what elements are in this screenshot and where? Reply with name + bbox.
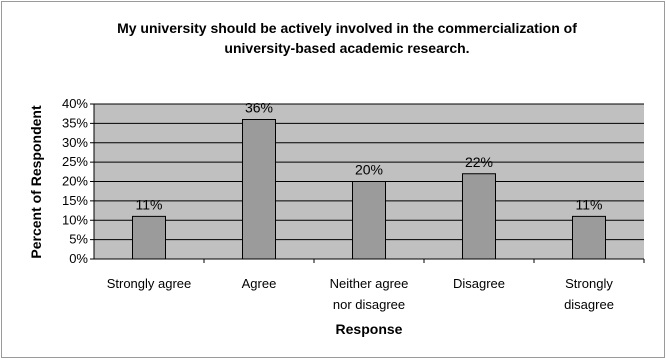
data-label: 36% [245, 100, 273, 116]
y-tick-label: 15% [62, 193, 88, 208]
data-label: 11% [576, 196, 603, 212]
x-category-label: Agree [242, 276, 277, 291]
bars [132, 119, 606, 260]
x-category-label: Disagree [453, 276, 505, 291]
y-tick-label: 10% [62, 212, 88, 227]
chart-title-line-2: university-based academic research. [224, 40, 469, 56]
bar [132, 215, 166, 260]
data-label: 11% [136, 196, 163, 212]
bar [352, 181, 386, 260]
y-tick-label: 0% [69, 251, 88, 266]
x-category-label: Neither agree [330, 276, 409, 291]
bar [242, 119, 276, 260]
data-label: 20% [355, 162, 383, 178]
x-category-label: Strongly agree [107, 276, 192, 291]
y-tick-label: 35% [62, 115, 88, 130]
y-tick-label: 40% [62, 96, 88, 111]
y-tick-label: 5% [69, 232, 88, 247]
bar [462, 173, 496, 260]
y-tick-label: 25% [62, 154, 88, 169]
x-category-label: Strongly [565, 276, 613, 291]
data-labels: 11% 36% 20% 22% 11% [136, 100, 603, 213]
bar [572, 215, 606, 260]
x-axis-title: Response [336, 321, 403, 337]
y-tick-label: 30% [62, 135, 88, 150]
x-category-label: disagree [564, 297, 614, 312]
chart-title-line-1: My university should be actively involve… [117, 20, 577, 36]
x-category-label: nor disagree [333, 297, 405, 312]
y-tick-label: 20% [62, 174, 88, 189]
y-axis-title: Percent of Respondent [28, 105, 44, 259]
x-category-labels: Strongly agree Agree Neither agree nor disa… [107, 259, 645, 312]
data-label: 22% [465, 154, 493, 170]
y-tick-labels: 0% 5% 10% 15% 20% 25% 30% 35% 40% [62, 96, 94, 266]
